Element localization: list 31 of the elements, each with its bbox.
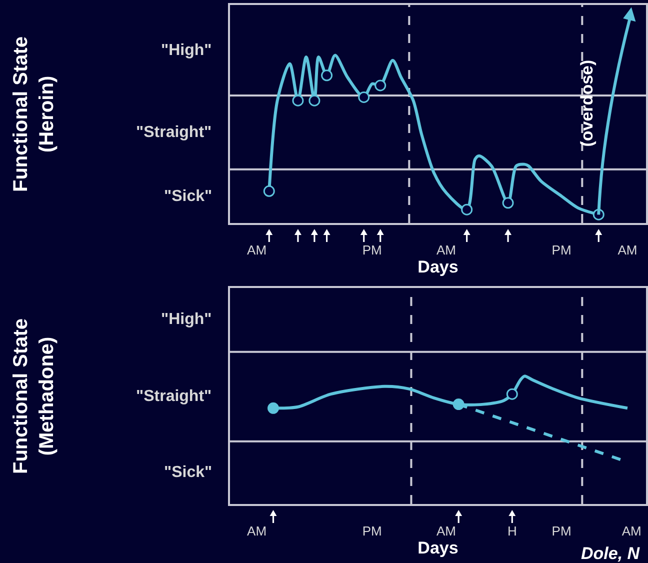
text: "Sick" — [164, 464, 212, 481]
point — [263, 185, 275, 197]
text: "Straight" — [136, 388, 212, 405]
x-tick-label: PM — [362, 242, 382, 258]
x-tick-label: AM — [247, 242, 267, 258]
text: "High" — [161, 42, 212, 59]
point — [308, 94, 320, 106]
x-tick-label: H — [507, 524, 517, 539]
x-tick-label: PM — [552, 242, 572, 258]
point — [374, 80, 386, 92]
text: "High" — [161, 311, 212, 328]
x-tick-label: AM — [436, 524, 456, 539]
point — [502, 197, 514, 209]
text: "Straight" — [136, 124, 212, 141]
annotation: (overdose) — [578, 60, 597, 147]
x-tick-label: PM — [552, 524, 572, 539]
point — [321, 70, 333, 82]
x-tick-label: AM — [622, 524, 642, 539]
point — [292, 94, 304, 106]
x-axis-title: Days — [418, 538, 458, 558]
y-axis-title: Functional State (Heroin) — [10, 36, 58, 192]
x-tick-label: AM — [247, 524, 267, 539]
text: Dole, N — [581, 544, 640, 563]
point — [461, 204, 473, 216]
x-tick-label: AM — [618, 242, 638, 258]
point — [358, 91, 370, 103]
x-tick-label: AM — [436, 242, 456, 258]
x-tick-label: PM — [362, 524, 382, 539]
text: "Sick" — [164, 188, 212, 205]
x-axis-title: Days — [418, 258, 458, 277]
y-axis-title: Functional State (Methadone) — [10, 318, 58, 474]
